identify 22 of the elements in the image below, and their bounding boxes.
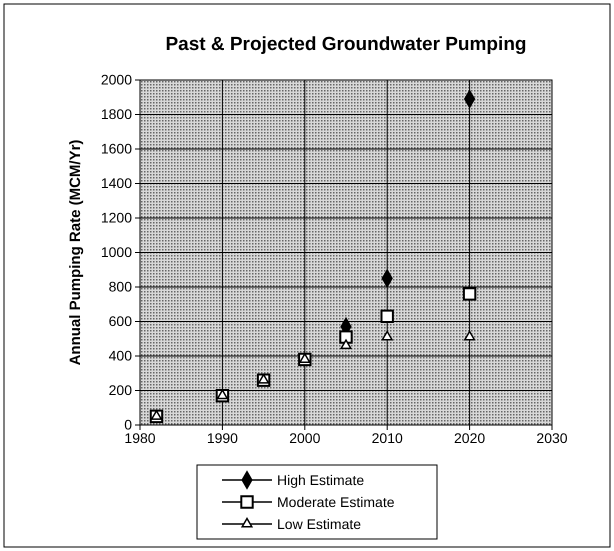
y-tick-label: 1200: [100, 209, 132, 226]
y-tick-label: 400: [108, 347, 132, 364]
legend-label: High Estimate: [277, 472, 364, 488]
x-tick-label: 1990: [206, 430, 238, 446]
y-tick-label: 2000: [100, 71, 132, 88]
chart-title: Past & Projected Groundwater Pumping: [165, 34, 527, 55]
x-tick-label: 2030: [536, 430, 568, 446]
y-axis-title: Annual Pumping Rate (MCM/Yr): [67, 140, 84, 366]
y-tick-label: 1800: [100, 106, 132, 122]
y-tick-label: 600: [108, 312, 132, 329]
x-tick-label: 2020: [454, 430, 486, 446]
y-tick-label: 1000: [100, 244, 132, 260]
y-tick-label: 1400: [100, 174, 132, 191]
x-tick-label: 2010: [372, 430, 403, 446]
x-tick-label: 1980: [124, 430, 156, 446]
x-tick-label: 2000: [289, 430, 321, 446]
legend-label: Low Estimate: [277, 516, 362, 532]
legend-label: Moderate Estimate: [277, 494, 395, 510]
y-tick-label: 1600: [100, 140, 132, 156]
y-tick-label: 0: [124, 416, 132, 432]
y-tick-label: 200: [108, 382, 132, 398]
y-tick-label: 800: [108, 278, 132, 294]
